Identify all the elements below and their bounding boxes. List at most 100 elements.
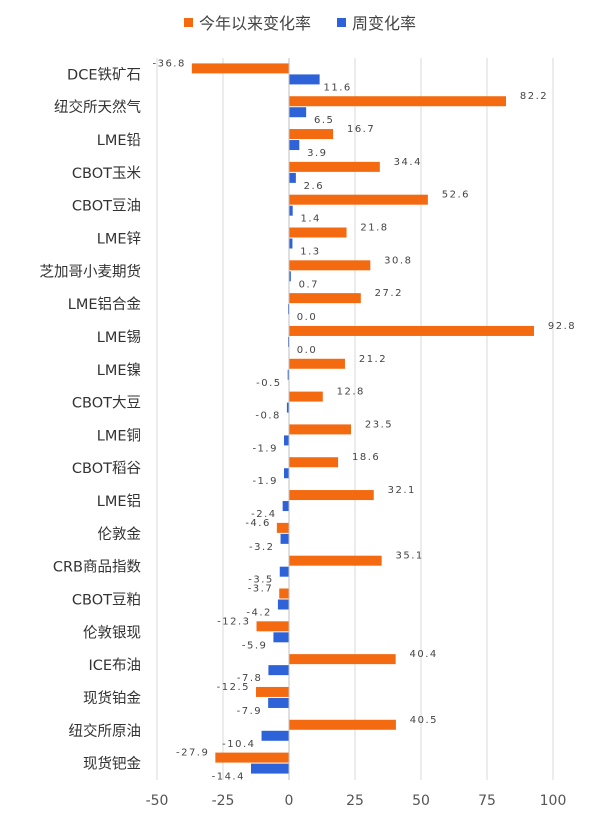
category-label: ICE布油: [88, 657, 141, 674]
bar-weekly: [287, 369, 289, 380]
legend-swatch: [337, 17, 346, 27]
legend-label: 周变化率: [352, 14, 417, 33]
x-tick-label: 100: [540, 793, 567, 809]
data-label: -12.3: [217, 616, 250, 627]
bar-ytd: [289, 161, 380, 172]
category-label: DCE铁矿石: [67, 66, 141, 83]
data-label: -36.8: [152, 58, 185, 69]
data-label: 1.3: [300, 247, 320, 258]
data-label: -10.4: [222, 739, 255, 750]
data-label: -3.7: [248, 584, 274, 595]
bar-ytd: [289, 719, 396, 730]
bar-ytd: [215, 752, 289, 763]
data-label: 40.5: [410, 715, 438, 726]
bar-ytd: [256, 686, 289, 697]
category-label: LME锡: [97, 329, 141, 346]
bar-weekly: [283, 435, 289, 446]
data-label: 0.7: [299, 279, 319, 290]
bar-ytd: [289, 457, 339, 468]
data-label: 1.4: [300, 214, 320, 225]
data-label: -3.5: [248, 575, 274, 586]
bar-ytd: [289, 194, 428, 205]
bar-ytd: [289, 227, 347, 238]
legend-label: 今年以来变化率: [198, 14, 311, 33]
data-label: 11.6: [323, 82, 351, 93]
category-label: CBOT豆油: [72, 198, 141, 215]
x-tick-label: 50: [412, 793, 430, 809]
bar-weekly: [268, 697, 289, 708]
bar-weekly: [289, 74, 320, 85]
bar-weekly: [289, 238, 293, 249]
data-label: 18.6: [352, 452, 380, 463]
bar-ytd: [191, 63, 289, 74]
category-label: LME铝: [97, 493, 141, 510]
bar-weekly: [289, 205, 293, 216]
bar-weekly: [273, 632, 289, 643]
bar-weekly: [289, 107, 307, 118]
bar-weekly: [289, 172, 296, 183]
bar-weekly: [282, 501, 289, 512]
data-label: -3.2: [249, 542, 275, 553]
data-label: -7.8: [237, 673, 263, 684]
data-label: 3.9: [307, 148, 327, 159]
bar-weekly: [289, 140, 300, 151]
bar-weekly: [286, 402, 289, 413]
data-label: -2.4: [251, 509, 277, 520]
bar-weekly: [283, 468, 289, 479]
bar-ytd: [289, 358, 345, 369]
category-label: LME镍: [97, 362, 141, 379]
data-label: -0.5: [256, 378, 282, 389]
data-label: 92.8: [548, 321, 576, 332]
data-label: 35.1: [396, 551, 424, 562]
category-label: CBOT大豆: [72, 395, 141, 412]
category-label: 芝加哥小麦期货: [40, 263, 142, 280]
bar-weekly: [279, 566, 289, 577]
category-label: 纽交所原油: [69, 722, 142, 740]
category-label: LME铅: [97, 132, 141, 149]
data-label: 23.5: [365, 419, 393, 430]
data-label: 21.2: [359, 354, 387, 365]
bar-ytd: [289, 293, 361, 304]
bar-weekly: [289, 271, 291, 282]
data-label: 6.5: [314, 115, 334, 126]
data-label: -4.6: [245, 518, 271, 529]
data-label: -12.5: [217, 682, 250, 693]
x-tick-label: 25: [346, 793, 364, 809]
data-label: 52.6: [442, 190, 470, 201]
category-label: 伦敦银现: [83, 624, 141, 641]
category-label: CRB商品指数: [53, 559, 142, 576]
data-label: -7.9: [237, 706, 263, 717]
bar-ytd: [289, 96, 507, 107]
data-label: 40.4: [410, 649, 438, 660]
data-label: -27.9: [176, 748, 209, 759]
data-label: 34.4: [394, 157, 422, 168]
bar-ytd: [279, 588, 289, 599]
data-label: 30.8: [384, 255, 412, 266]
category-label: CBOT稻谷: [72, 460, 142, 477]
category-label: LME铝合金: [68, 296, 142, 313]
category-label: LME锌: [97, 231, 141, 248]
bar-ytd: [289, 654, 396, 665]
bar-ytd: [289, 424, 352, 435]
legend: 今年以来变化率 周变化率: [0, 10, 600, 34]
data-label: 0.0: [297, 345, 317, 356]
x-tick-label: -25: [212, 793, 235, 809]
data-label: -1.9: [252, 476, 278, 487]
legend-item: 今年以来变化率: [183, 10, 311, 34]
category-label: 伦敦金: [98, 526, 142, 543]
data-label: -4.2: [246, 608, 272, 619]
data-label: 0.0: [297, 312, 317, 323]
data-label: 27.2: [375, 288, 403, 299]
bar-ytd: [289, 391, 323, 402]
data-label: -1.9: [252, 443, 278, 454]
bar-ytd: [256, 621, 289, 632]
category-label: 现货钯金: [83, 756, 141, 773]
data-label: 2.6: [304, 181, 324, 192]
x-tick-label: 75: [478, 793, 496, 809]
data-label: -0.8: [255, 411, 281, 422]
bar-weekly: [250, 763, 289, 774]
category-label: LME铜: [97, 427, 141, 444]
legend-swatch: [183, 17, 193, 27]
data-label: -14.4: [212, 772, 245, 783]
